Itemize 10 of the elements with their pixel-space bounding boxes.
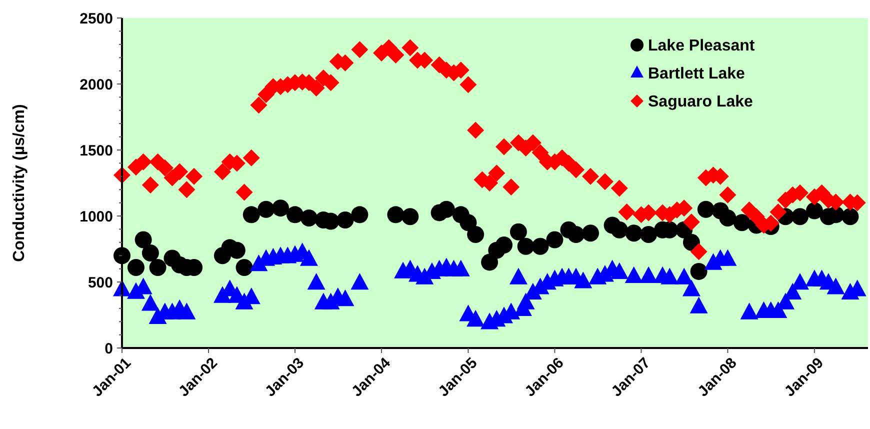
legend-label: Bartlett Lake	[648, 66, 746, 83]
y-tick-label: 2500	[80, 10, 113, 28]
y-tick-label: 1000	[80, 208, 113, 226]
legend-label: Saguaro Lake	[648, 94, 754, 111]
y-axis-title: Conductivity (µs/cm)	[11, 104, 28, 262]
legend-label: Lake Pleasant	[648, 38, 756, 55]
y-tick-label: 1500	[80, 142, 113, 160]
y-tick-label: 2000	[80, 76, 113, 94]
y-tick-label: 0	[104, 340, 113, 358]
y-tick-label: 500	[88, 274, 113, 292]
